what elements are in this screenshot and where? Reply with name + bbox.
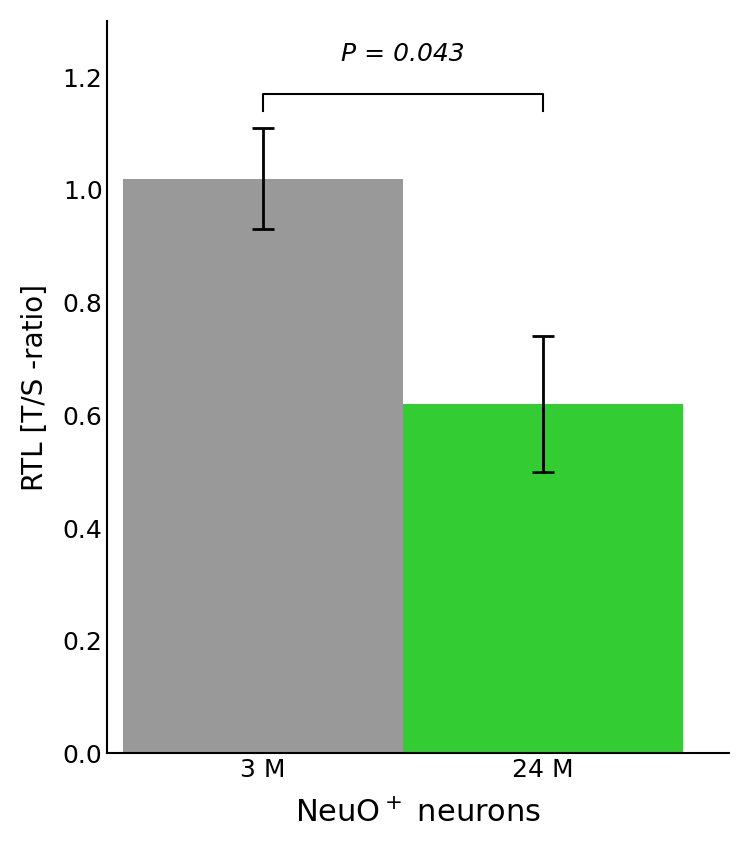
X-axis label: NeuO$^+$ neurons: NeuO$^+$ neurons — [296, 799, 542, 828]
Bar — [123, 178, 403, 753]
Text: P = 0.043: P = 0.043 — [341, 42, 464, 66]
Y-axis label: RTL [T/S -ratio]: RTL [T/S -ratio] — [21, 284, 49, 491]
Bar — [403, 404, 682, 753]
